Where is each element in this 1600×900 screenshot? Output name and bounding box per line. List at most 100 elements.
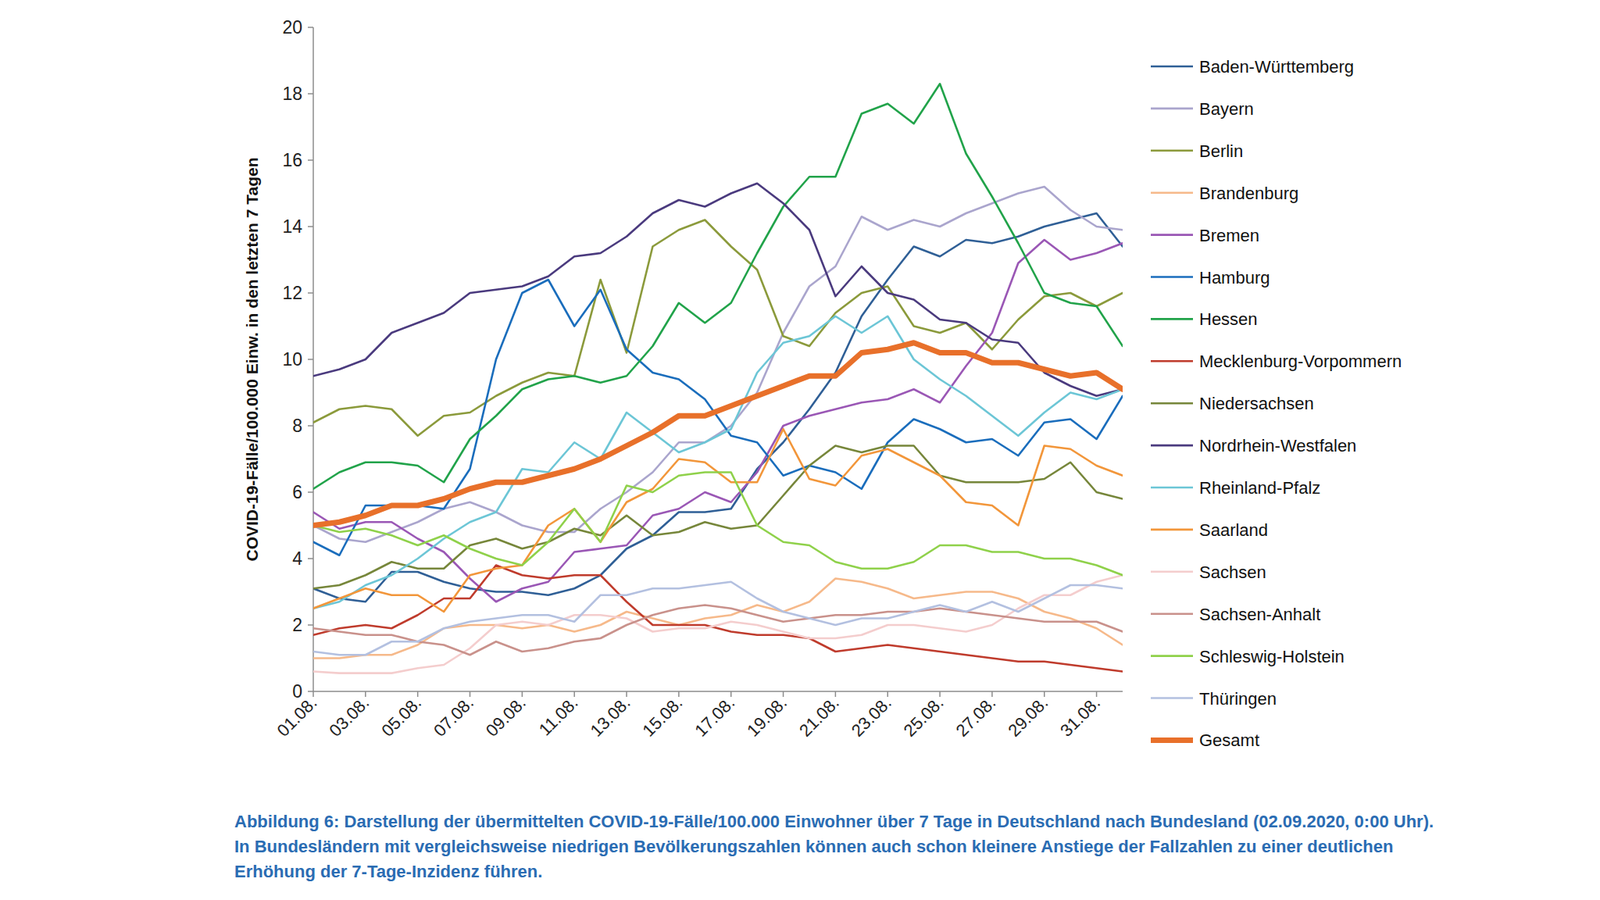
series-line: [313, 582, 1123, 656]
x-tick: [312, 691, 315, 697]
legend-label: Nordrhein-Westfalen: [1199, 435, 1357, 456]
y-tick-label: 14: [282, 216, 303, 237]
x-tick-label: 03.08.: [325, 692, 373, 741]
x-tick: [1096, 691, 1098, 697]
legend-label: Hessen: [1199, 309, 1258, 329]
series-line: [313, 575, 1123, 673]
legend-swatch: [1150, 360, 1193, 363]
legend-swatch: [1150, 486, 1193, 490]
series-line: [313, 220, 1123, 436]
x-tick: [678, 691, 680, 697]
y-tick: [307, 159, 314, 161]
legend-swatch: [1150, 654, 1193, 658]
legend-swatch: [1150, 444, 1193, 447]
x-tick-label: 19.08.: [742, 692, 791, 741]
legend-label: Berlin: [1199, 141, 1243, 161]
legend-label: Bayern: [1199, 99, 1254, 119]
legend-label: Hamburg: [1199, 267, 1270, 288]
x-tick-label: 25.08.: [900, 692, 948, 741]
y-tick-label: 10: [282, 349, 303, 370]
legend-label: Schleswig-Holstein: [1199, 646, 1345, 667]
legend-swatch: [1150, 402, 1193, 405]
series-line: [313, 239, 1123, 602]
legend-label: Gesamt: [1199, 730, 1260, 750]
series-line: [313, 316, 1123, 609]
legend-label: Rheinland-Pfalz: [1199, 478, 1321, 498]
x-axis: [313, 690, 1123, 693]
x-tick-label: 31.08.: [1056, 692, 1104, 741]
legend-swatch: [1150, 570, 1193, 573]
legend-label: Sachsen: [1199, 562, 1267, 583]
legend-swatch: [1150, 107, 1193, 111]
y-tick-label: 12: [282, 282, 303, 304]
legend-swatch: [1150, 612, 1193, 615]
x-tick: [991, 691, 993, 697]
series-line: [313, 83, 1123, 490]
x-tick-label: 13.08.: [586, 692, 635, 741]
y-tick: [307, 690, 314, 693]
x-tick: [939, 691, 941, 697]
legend-label: Bremen: [1199, 225, 1260, 246]
y-tick-label: 2: [292, 614, 303, 636]
legend-label: Baden-Württemberg: [1199, 57, 1354, 77]
legend-swatch: [1150, 191, 1193, 194]
y-tick: [307, 292, 314, 294]
series-line: [313, 279, 1123, 556]
plot-area: [313, 83, 1123, 673]
y-tick: [307, 624, 314, 626]
series-line: [313, 605, 1123, 656]
y-tick-label: 6: [292, 482, 303, 503]
legend-label: Mecklenburg-Vorpommern: [1199, 351, 1402, 372]
legend-swatch: [1150, 737, 1193, 743]
x-tick-label: 21.08.: [795, 692, 843, 741]
x-tick: [573, 691, 575, 697]
series-line: [313, 342, 1123, 526]
y-tick: [307, 557, 314, 560]
y-tick-label: 16: [282, 150, 303, 171]
x-tick: [730, 691, 733, 697]
x-tick: [835, 691, 837, 697]
x-tick-label: 07.08.: [429, 692, 478, 741]
y-tick: [307, 225, 314, 228]
series-line: [313, 472, 1123, 576]
legend-swatch: [1150, 65, 1193, 68]
series-line: [313, 213, 1123, 602]
y-tick: [307, 358, 314, 361]
x-tick: [1043, 691, 1046, 697]
legend-swatch: [1150, 275, 1193, 279]
x-tick-label: 23.08.: [847, 692, 896, 741]
legend-label: Saarland: [1199, 520, 1268, 540]
series-line: [313, 186, 1123, 543]
x-tick-label: 09.08.: [482, 692, 530, 741]
legend-swatch: [1150, 528, 1193, 532]
series-line: [313, 446, 1123, 590]
y-axis-label: COVID-19-Fälle/100.000 Einw. in den letz…: [242, 157, 261, 562]
legend-label: Brandenburg: [1199, 183, 1299, 204]
y-tick-label: 20: [282, 17, 303, 38]
y-tick-label: 4: [292, 548, 303, 569]
legend-swatch: [1150, 317, 1193, 321]
y-tick: [307, 425, 314, 427]
y-tick: [307, 92, 314, 95]
y-tick-label: 8: [292, 415, 303, 436]
legend-swatch: [1150, 233, 1193, 236]
legend-swatch: [1150, 150, 1193, 153]
x-tick: [625, 691, 628, 697]
legend-label: Thüringen: [1199, 689, 1277, 709]
x-tick-label: 17.08.: [690, 692, 739, 741]
legend-label: Sachsen-Anhalt: [1199, 604, 1321, 625]
legend-swatch: [1150, 696, 1193, 700]
x-tick: [886, 691, 889, 697]
x-tick-label: 27.08.: [952, 692, 1000, 741]
y-tick: [307, 491, 314, 493]
x-tick: [782, 691, 785, 697]
x-tick-label: 15.08.: [638, 692, 686, 741]
x-tick-label: 29.08.: [1003, 692, 1052, 741]
x-tick: [417, 691, 419, 697]
chart: 02468101214161820COVID-19-Fälle/100.000 …: [0, 0, 1600, 900]
legend-label: Niedersachsen: [1199, 393, 1315, 414]
y-tick-label: 18: [282, 83, 303, 104]
caption: Abbildung 6: Darstellung der übermittelt…: [234, 809, 1442, 885]
x-tick-label: 01.08.: [273, 692, 322, 741]
x-tick: [469, 691, 472, 697]
